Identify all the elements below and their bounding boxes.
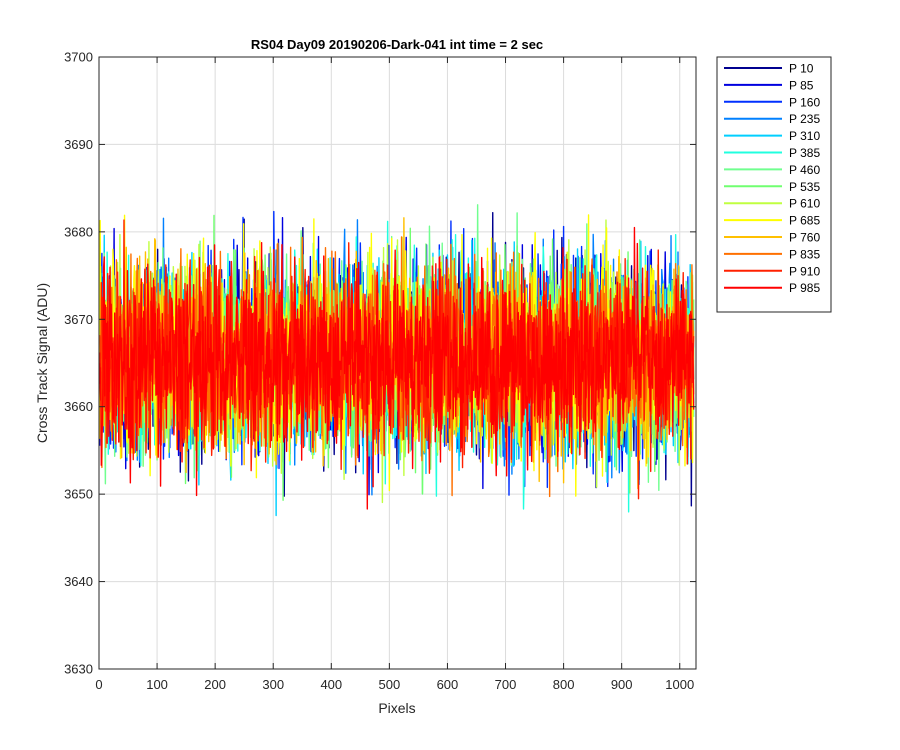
y-tick-label: 3690 (64, 137, 93, 152)
y-tick-label: 3630 (64, 662, 93, 677)
series-layer (99, 204, 695, 517)
y-tick-label: 3700 (64, 50, 93, 65)
x-tick-label: 600 (437, 677, 459, 692)
y-tick-label: 3660 (64, 399, 93, 414)
legend-label: P 385 (789, 146, 820, 160)
chart-title: RS04 Day09 20190206-Dark-041 int time = … (251, 37, 543, 52)
y-tick-label: 3680 (64, 224, 93, 239)
x-tick-label: 900 (611, 677, 633, 692)
x-tick-label: 500 (379, 677, 401, 692)
x-tick-label: 100 (146, 677, 168, 692)
x-tick-label: 200 (204, 677, 226, 692)
legend-label: P 160 (789, 95, 820, 109)
legend: P 10 P 85 P 160 P 235 P 310 P 385 P 460 P 535 P … (716, 56, 832, 313)
ticks: 0 100 200 300 400 500 600 700 800 900 1000 3630 3640… (64, 50, 696, 692)
x-tick-label: 1000 (665, 677, 694, 692)
legend-label: P 835 (789, 247, 820, 261)
legend-label: P 85 (789, 78, 814, 92)
legend-label: P 460 (789, 163, 820, 177)
y-tick-label: 3640 (64, 574, 93, 589)
legend-label: P 910 (789, 264, 820, 278)
axes-box (98, 56, 697, 670)
legend-label: P 760 (789, 231, 820, 245)
y-tick-label: 3670 (64, 312, 93, 327)
x-tick-label: 400 (320, 677, 342, 692)
legend-label: P 685 (789, 214, 820, 228)
x-tick-label: 700 (495, 677, 517, 692)
legend-label: P 985 (789, 281, 820, 295)
legend-label: P 310 (789, 129, 820, 143)
y-axis-label: Cross Track Signal (ADU) (34, 283, 50, 443)
series-line-p985 (99, 226, 695, 510)
x-tick-label: 300 (262, 677, 284, 692)
legend-label: P 235 (789, 112, 820, 126)
legend-label: P 10 (789, 62, 814, 76)
x-tick-label: 800 (553, 677, 575, 692)
x-tick-label: 0 (95, 677, 102, 692)
legend-label: P 610 (789, 197, 820, 211)
legend-label: P 535 (789, 180, 820, 194)
legend-box (716, 56, 832, 313)
x-axis-label: Pixels (378, 700, 415, 716)
y-tick-label: 3650 (64, 487, 93, 502)
